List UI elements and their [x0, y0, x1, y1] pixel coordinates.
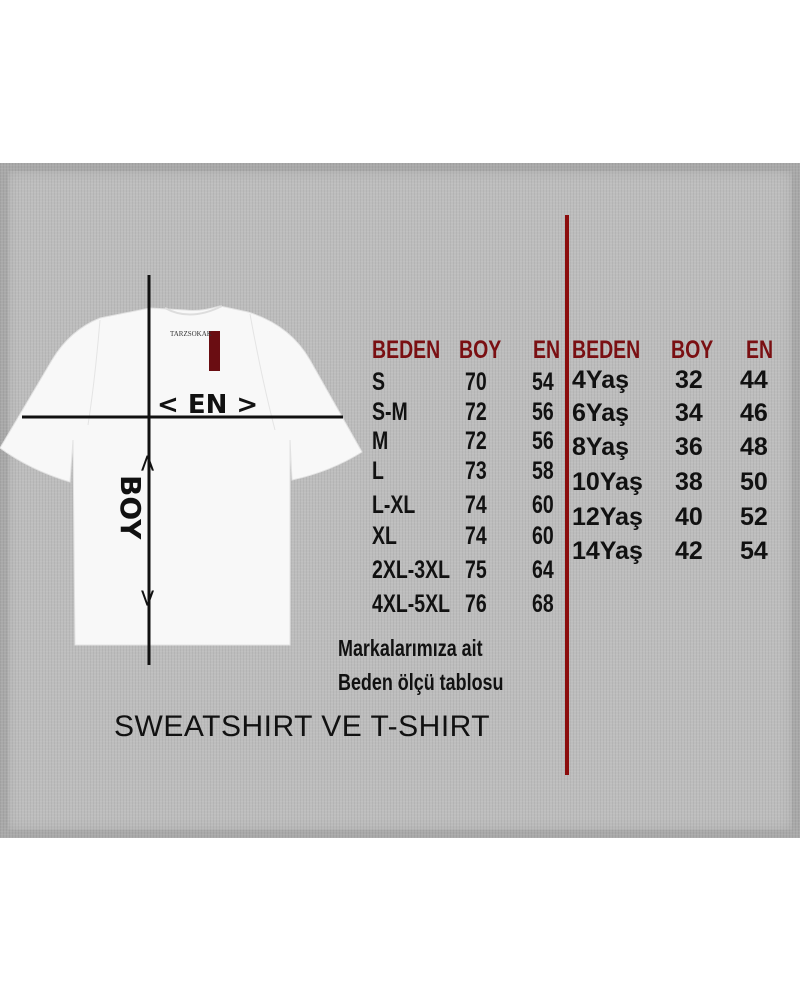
- adult-header-boy: BOY: [459, 336, 502, 364]
- adult-cell-beden: S-M: [372, 398, 408, 426]
- adult-cell-en: 60: [532, 522, 554, 550]
- adult-cell-beden: L-XL: [372, 491, 416, 519]
- hang-tag: [209, 331, 220, 371]
- kids-cell-boy: 32: [675, 366, 703, 394]
- kids-cell-beden: 6Yaş: [572, 399, 630, 427]
- adult-cell-beden: 4XL-5XL: [372, 590, 451, 618]
- kids-cell-boy: 40: [675, 503, 703, 531]
- adult-cell-beden: S: [372, 368, 386, 396]
- kids-cell-boy: 36: [675, 433, 703, 461]
- kids-cell-beden: 14Yaş: [572, 537, 643, 565]
- kids-cell-beden: 12Yaş: [572, 503, 643, 531]
- adult-cell-boy: 72: [465, 427, 487, 455]
- chart-title: SWEATSHIRT VE T-SHIRT: [114, 710, 491, 743]
- boy-label: BOY: [114, 475, 147, 540]
- adult-cell-boy: 73: [465, 457, 487, 485]
- kids-cell-beden: 8Yaş: [572, 433, 630, 461]
- kids-cell-boy: 38: [675, 468, 703, 496]
- kids-cell-en: 50: [740, 468, 768, 496]
- adult-cell-boy: 70: [465, 368, 487, 396]
- neck-label: TARZSOKAK: [170, 330, 212, 338]
- size-chart-panel: [0, 163, 800, 838]
- kids-header-boy: BOY: [671, 336, 714, 364]
- adult-cell-beden: M: [372, 427, 389, 455]
- kids-cell-boy: 42: [675, 537, 703, 565]
- adult-cell-en: 56: [532, 427, 554, 455]
- kids-cell-beden: 10Yaş: [572, 468, 643, 496]
- adult-cell-en: 68: [532, 590, 554, 618]
- adult-header-en: EN: [533, 336, 561, 364]
- kids-cell-en: 52: [740, 503, 768, 531]
- adult-cell-en: 54: [532, 368, 554, 396]
- adult-cell-en: 58: [532, 457, 554, 485]
- kids-cell-en: 44: [740, 366, 768, 394]
- kids-cell-en: 46: [740, 399, 768, 427]
- adult-cell-en: 56: [532, 398, 554, 426]
- adult-cell-beden: 2XL-3XL: [372, 556, 451, 584]
- boy-arrow-top: <: [134, 453, 162, 473]
- adult-cell-boy: 74: [465, 522, 487, 550]
- note-line-2: Beden ölçü tablosu: [338, 669, 504, 695]
- note-line-1: Markalarımıza ait: [338, 635, 483, 661]
- adult-cell-beden: XL: [372, 522, 397, 550]
- adult-cell-boy: 75: [465, 556, 487, 584]
- kids-header-beden: BEDEN: [572, 336, 641, 364]
- kids-cell-en: 54: [740, 537, 768, 565]
- kids-cell-beden: 4Yaş: [572, 366, 630, 394]
- kids-header-en: EN: [746, 336, 774, 364]
- boy-arrow-bottom: >: [134, 588, 162, 608]
- adult-cell-boy: 76: [465, 590, 487, 618]
- adult-cell-en: 64: [532, 556, 554, 584]
- adult-cell-en: 60: [532, 491, 554, 519]
- table-divider: [565, 215, 569, 775]
- adult-header-beden: BEDEN: [372, 336, 441, 364]
- en-label: < EN >: [157, 390, 258, 420]
- adult-cell-boy: 72: [465, 398, 487, 426]
- kids-cell-boy: 34: [675, 399, 703, 427]
- adult-cell-beden: L: [372, 457, 384, 485]
- adult-cell-boy: 74: [465, 491, 487, 519]
- kids-cell-en: 48: [740, 433, 768, 461]
